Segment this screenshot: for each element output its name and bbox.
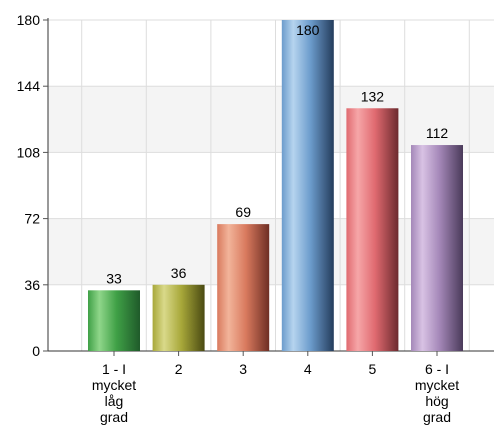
data-label: 112 (426, 125, 449, 141)
y-tick-label: 108 (17, 144, 41, 160)
data-label: 33 (106, 270, 122, 286)
bar (88, 290, 140, 351)
x-tick-label: 2 (175, 361, 183, 377)
bar (281, 20, 334, 351)
data-labels: 33 36 69 180 132 112 (106, 22, 448, 286)
background-band (48, 86, 494, 153)
data-label: 69 (235, 204, 251, 220)
bar (411, 145, 463, 351)
data-label: 132 (361, 88, 385, 104)
y-tick-label: 72 (24, 211, 40, 227)
data-label: 36 (171, 265, 187, 281)
bar (346, 108, 399, 352)
y-axis-ticks: 0 36 72 108 144 180 (17, 12, 48, 359)
y-tick-label: 144 (17, 78, 41, 94)
x-tick-label: 4 (304, 361, 312, 377)
bar (152, 284, 205, 351)
x-tick-label: 3 (239, 361, 247, 377)
y-tick-label: 0 (32, 343, 40, 359)
y-tick-label: 180 (17, 12, 41, 28)
grid-lines (48, 19, 494, 352)
y-tick-label: 36 (24, 277, 40, 293)
bars (88, 20, 463, 352)
bar (217, 224, 270, 351)
data-label: 180 (296, 22, 320, 38)
x-tick-label: 5 (369, 361, 377, 377)
